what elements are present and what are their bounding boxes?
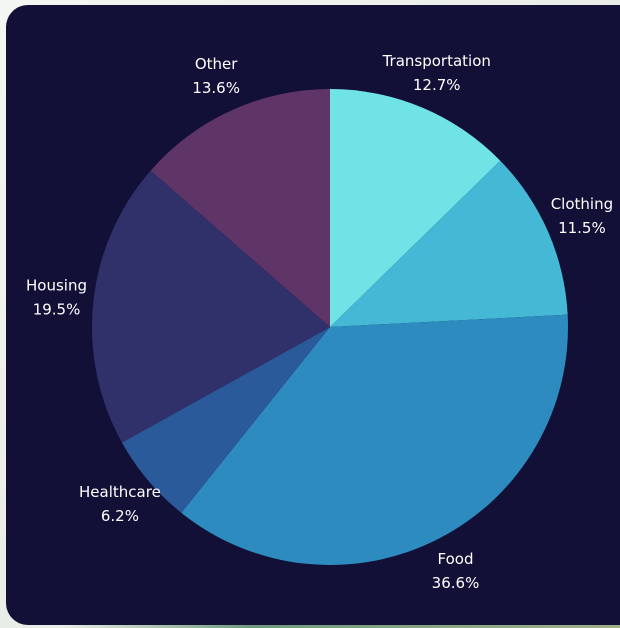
slice-value: 36.6% (432, 574, 480, 592)
slice-label: Food (438, 550, 474, 568)
slice-label: Clothing (551, 195, 613, 213)
pie (92, 89, 569, 566)
slice-value: 12.7% (413, 76, 461, 94)
slice-value: 6.2% (101, 507, 139, 525)
slice-label: Transportation (382, 52, 491, 70)
slice-value: 11.5% (558, 219, 606, 237)
slice-label: Healthcare (79, 483, 161, 501)
pie-slice (92, 170, 330, 443)
pie-slice (121, 327, 330, 513)
pie-slice (330, 89, 501, 327)
slice-value: 19.5% (33, 301, 81, 319)
pie-slice (330, 160, 568, 327)
slice-value: 13.6% (192, 79, 240, 97)
slice-label: Other (195, 55, 238, 73)
pie-slice (150, 89, 330, 327)
pie-slice (181, 314, 569, 566)
slice-label: Housing (26, 277, 87, 295)
